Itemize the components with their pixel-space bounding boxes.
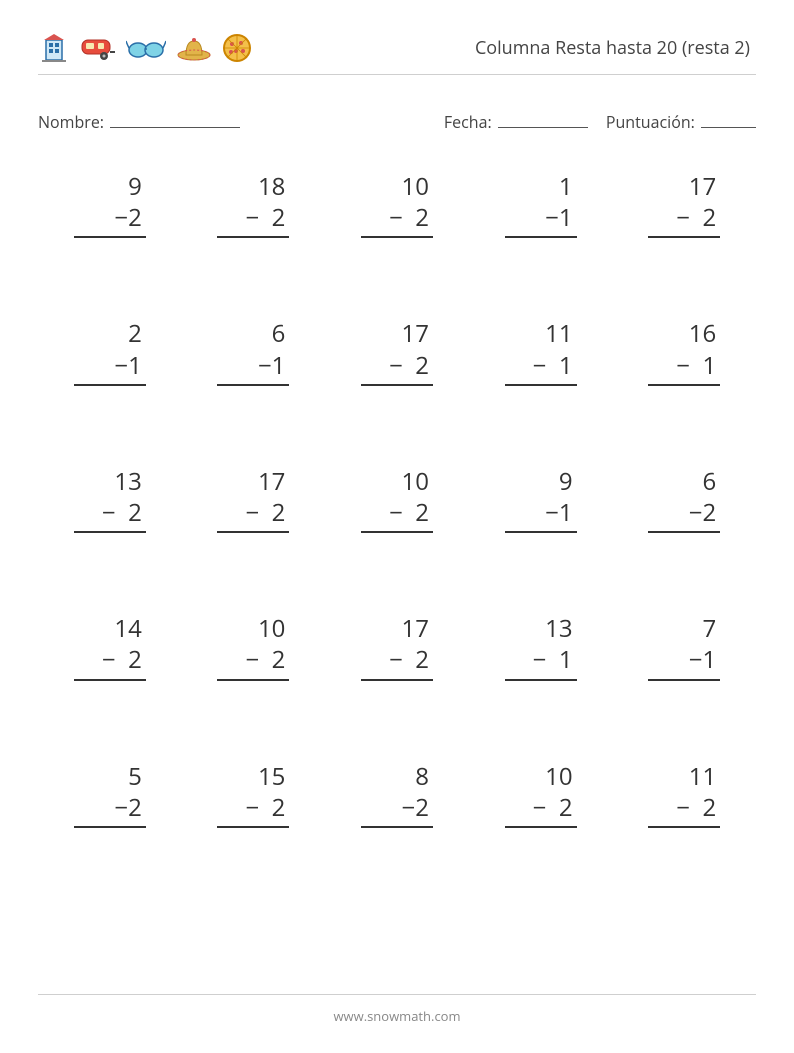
- subtrahend-row: −1: [505, 497, 577, 533]
- subtraction-problem: 1−1: [505, 171, 577, 238]
- subtraction-problem: 10− 2: [361, 171, 433, 238]
- subtrahend-row: − 2: [217, 202, 289, 238]
- subtraction-problem: 2−1: [74, 318, 146, 385]
- minuend: 16: [648, 318, 720, 349]
- minuend: 14: [74, 613, 146, 644]
- minuend: 11: [505, 318, 577, 349]
- minuend: 18: [217, 171, 289, 202]
- subtraction-problem: 10− 2: [361, 466, 433, 533]
- subtraction-problem: 8−2: [361, 761, 433, 828]
- subtraction-problem: 13− 1: [505, 613, 577, 680]
- subtrahend-row: −2: [74, 202, 146, 238]
- footer-rule: [38, 994, 756, 995]
- minuend: 13: [74, 466, 146, 497]
- subtrahend-row: − 2: [505, 792, 577, 828]
- subtrahend-row: − 2: [361, 350, 433, 386]
- subtrahend-row: −2: [361, 792, 433, 828]
- name-blank: [110, 114, 240, 128]
- name-label: Nombre:: [38, 111, 104, 133]
- subtrahend-row: − 2: [648, 792, 720, 828]
- subtraction-problem: 11− 1: [505, 318, 577, 385]
- header-rule: [38, 74, 756, 75]
- sunglasses-icon: [126, 38, 166, 58]
- subtraction-problem: 7−1: [648, 613, 720, 680]
- date-field: Fecha:: [444, 111, 588, 133]
- minuend: 1: [505, 171, 577, 202]
- subtraction-problem: 14− 2: [74, 613, 146, 680]
- camper-icon: [80, 34, 116, 62]
- info-row: Nombre: Fecha: Puntuación:: [38, 111, 756, 133]
- subtrahend-row: −2: [648, 497, 720, 533]
- subtraction-problem: 15− 2: [217, 761, 289, 828]
- minuend: 17: [648, 171, 720, 202]
- subtrahend-row: − 2: [217, 644, 289, 680]
- subtrahend-row: − 2: [648, 202, 720, 238]
- subtraction-problem: 9−2: [74, 171, 146, 238]
- subtraction-problem: 11− 2: [648, 761, 720, 828]
- subtrahend-row: − 2: [361, 497, 433, 533]
- footer-url: www.snowmath.com: [0, 1007, 794, 1025]
- minuend: 17: [361, 613, 433, 644]
- minuend: 11: [648, 761, 720, 792]
- building-icon: [38, 32, 70, 64]
- subtrahend-row: − 2: [74, 644, 146, 680]
- subtrahend-row: −2: [74, 792, 146, 828]
- minuend: 10: [505, 761, 577, 792]
- subtraction-problem: 18− 2: [217, 171, 289, 238]
- subtraction-problem: 16− 1: [648, 318, 720, 385]
- subtrahend-row: − 2: [361, 202, 433, 238]
- worksheet-title: Columna Resta hasta 20 (resta 2): [475, 36, 756, 60]
- subtraction-problem: 10− 2: [217, 613, 289, 680]
- minuend: 15: [217, 761, 289, 792]
- subtrahend-row: − 1: [505, 644, 577, 680]
- score-field: Puntuación:: [606, 111, 756, 133]
- subtrahend-row: − 2: [217, 497, 289, 533]
- subtraction-problem: 13− 2: [74, 466, 146, 533]
- subtrahend-row: − 1: [648, 350, 720, 386]
- subtrahend-row: −1: [217, 350, 289, 386]
- subtrahend-row: − 1: [505, 350, 577, 386]
- pizza-icon: [222, 33, 252, 63]
- score-blank: [701, 114, 756, 128]
- minuend: 8: [361, 761, 433, 792]
- score-label: Puntuación:: [606, 111, 695, 133]
- minuend: 9: [74, 171, 146, 202]
- subtrahend-row: − 2: [361, 644, 433, 680]
- subtraction-problem: 17− 2: [361, 318, 433, 385]
- subtraction-problem: 17− 2: [361, 613, 433, 680]
- minuend: 6: [648, 466, 720, 497]
- minuend: 5: [74, 761, 146, 792]
- date-label: Fecha:: [444, 111, 492, 133]
- minuend: 10: [361, 466, 433, 497]
- subtraction-problem: 17− 2: [217, 466, 289, 533]
- minuend: 13: [505, 613, 577, 644]
- subtraction-problem: 5−2: [74, 761, 146, 828]
- minuend: 6: [217, 318, 289, 349]
- subtrahend-row: − 2: [74, 497, 146, 533]
- subtraction-problem: 9−1: [505, 466, 577, 533]
- subtrahend-row: −1: [648, 644, 720, 680]
- minuend: 9: [505, 466, 577, 497]
- subtraction-problem: 10− 2: [505, 761, 577, 828]
- minuend: 2: [74, 318, 146, 349]
- subtraction-problem: 6−2: [648, 466, 720, 533]
- subtraction-problem: 6−1: [217, 318, 289, 385]
- minuend: 7: [648, 613, 720, 644]
- page-header: Columna Resta hasta 20 (resta 2): [38, 28, 756, 68]
- subtrahend-row: −1: [505, 202, 577, 238]
- date-blank: [498, 114, 588, 128]
- subtraction-problem: 17− 2: [648, 171, 720, 238]
- minuend: 17: [361, 318, 433, 349]
- minuend: 17: [217, 466, 289, 497]
- header-icons: [38, 32, 252, 64]
- subtrahend-row: − 2: [217, 792, 289, 828]
- name-field: Nombre:: [38, 111, 361, 133]
- problems-grid: 9−218− 210− 21−117− 22−16−117− 211− 116−…: [38, 171, 756, 828]
- sombrero-icon: [176, 35, 212, 61]
- minuend: 10: [361, 171, 433, 202]
- subtrahend-row: −1: [74, 350, 146, 386]
- minuend: 10: [217, 613, 289, 644]
- worksheet-page: Columna Resta hasta 20 (resta 2) Nombre:…: [0, 0, 794, 828]
